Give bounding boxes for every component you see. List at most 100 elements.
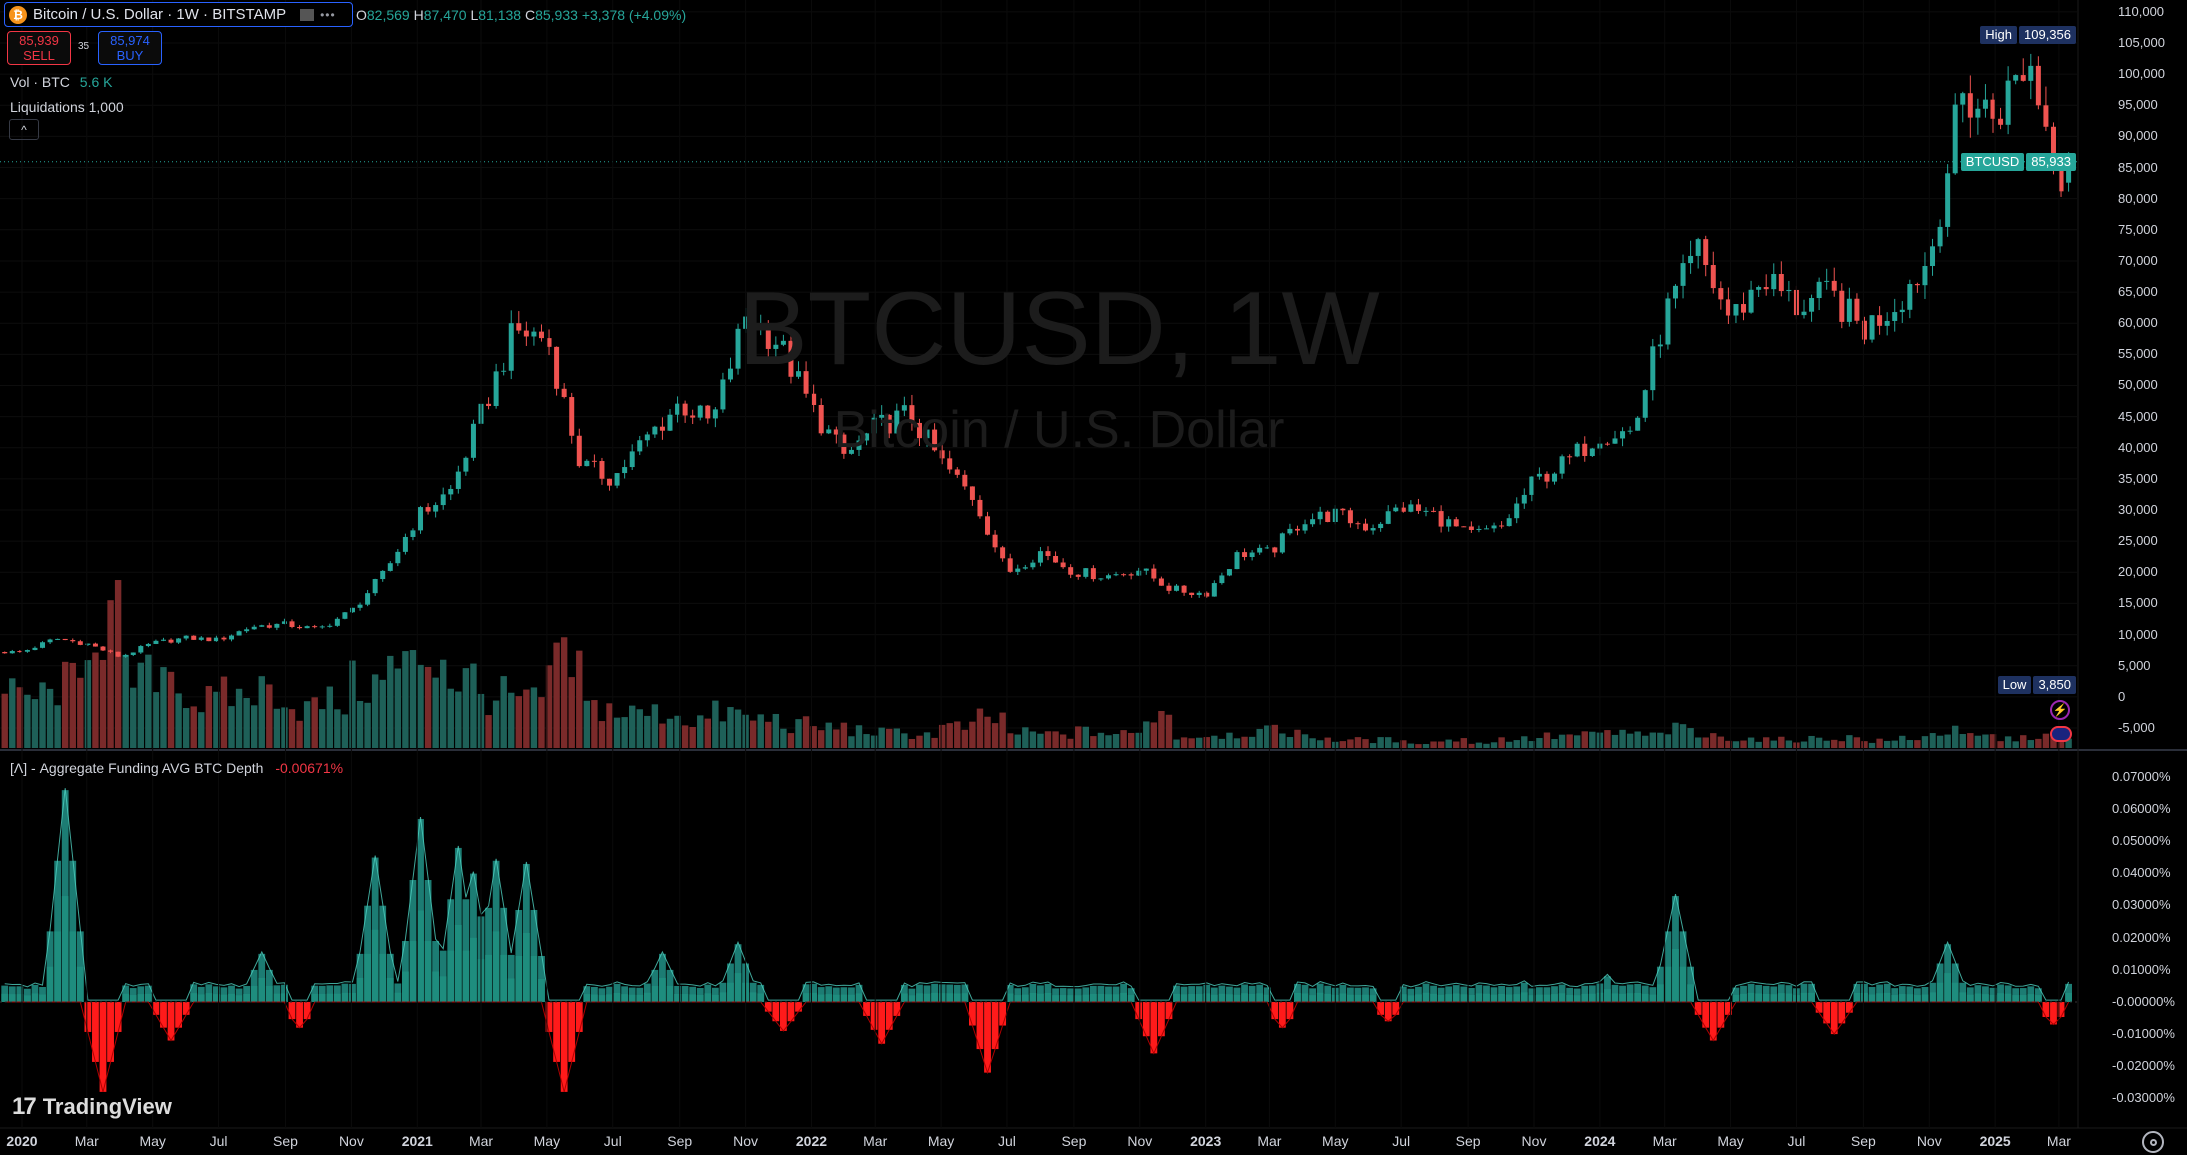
funding-bar-positive	[454, 847, 462, 1002]
funding-bar-positive	[1127, 988, 1135, 1002]
candle-body	[629, 451, 635, 468]
sell-button[interactable]: 85,939 SELL	[7, 31, 71, 65]
volume-bar	[689, 726, 696, 748]
funding-bar-positive-inner	[1929, 992, 1936, 1002]
buy-button[interactable]: 85,974 BUY	[98, 31, 162, 65]
volume-bar	[341, 714, 349, 748]
funding-bar-positive-inner	[1294, 992, 1301, 1002]
funding-bar-positive	[1112, 986, 1120, 1002]
tradingview-logo[interactable]: 17 TradingView	[12, 1093, 172, 1121]
volume-bar	[228, 706, 235, 748]
candle-body	[1975, 108, 1981, 118]
candle-body	[1483, 528, 1489, 530]
funding-bar-positive-inner	[530, 955, 538, 1002]
volume-bar	[1400, 740, 1407, 748]
candle-body	[765, 324, 771, 349]
volume-legend[interactable]: Vol · BTC 5.6 K	[10, 74, 113, 90]
candle-body	[153, 640, 159, 644]
volume-bar	[205, 686, 213, 748]
volume-bar	[946, 723, 953, 748]
candle-body	[1952, 104, 1958, 174]
candle-body	[198, 637, 204, 640]
candle-body	[697, 405, 703, 418]
symbol-legend[interactable]: ₿ Bitcoin / U.S. Dollar · 1W · BITSTAMP …	[4, 2, 353, 27]
price-tick-label: 110,000	[2118, 3, 2165, 19]
liquidations-legend[interactable]: Liquidations 1,000	[10, 99, 124, 115]
funding-bar-positive-inner	[734, 973, 742, 1002]
funding-bar-positive-inner	[1876, 993, 1883, 1002]
volume-bar	[984, 716, 991, 748]
volume-bar	[1747, 737, 1755, 748]
volume-bar	[666, 718, 674, 748]
candle-body	[1574, 443, 1580, 457]
funding-bar-positive-inner	[1906, 994, 1914, 1002]
candle-body	[1075, 574, 1081, 577]
settings-icon[interactable]	[2142, 1131, 2164, 1153]
collapse-legend-button[interactable]: ^	[9, 119, 39, 140]
flag-icon[interactable]	[300, 8, 315, 21]
volume-bar	[961, 729, 969, 748]
volume-value: 5.6 K	[79, 74, 113, 90]
buy-price: 85,974	[110, 33, 150, 48]
funding-bar-positive-inner	[341, 992, 349, 1002]
candle-body	[115, 651, 121, 657]
funding-bar-negative	[885, 1002, 893, 1030]
candle-body	[1552, 473, 1558, 482]
candle-body	[826, 429, 832, 434]
candle-body	[818, 405, 824, 434]
candle-body	[168, 639, 174, 643]
funding-bar-positive-inner	[1498, 993, 1505, 1002]
volume-bar	[644, 715, 651, 748]
candle-body	[538, 331, 544, 339]
funding-bar-positive-inner	[1777, 993, 1785, 1002]
volume-bar	[220, 676, 228, 748]
candle-body	[1620, 431, 1626, 439]
candle-body	[1015, 568, 1021, 572]
funding-bar-negative	[99, 1002, 107, 1092]
candle-body	[1967, 93, 1973, 118]
candle-body	[1816, 281, 1822, 299]
candle-body	[675, 403, 681, 415]
candle-body	[92, 643, 98, 647]
funding-tick-label: -0.00000%	[2112, 993, 2175, 1009]
funding-bar-positive-inner	[1233, 994, 1241, 1002]
candle-body	[1068, 567, 1074, 575]
volume-bar	[560, 637, 568, 748]
us-flag-event-icon[interactable]	[2050, 726, 2072, 742]
symbol-title[interactable]: Bitcoin / U.S. Dollar · 1W · BITSTAMP	[33, 6, 287, 23]
volume-bar	[409, 650, 417, 748]
funding-bar-positive-inner	[1551, 994, 1558, 1002]
volume-bar	[1664, 734, 1672, 748]
candle-body	[584, 460, 590, 467]
volume-bar	[1521, 736, 1528, 748]
funding-bar-positive-inner	[409, 941, 417, 1002]
funding-bar-positive-inner	[1588, 993, 1596, 1002]
volume-bar	[1838, 741, 1845, 748]
funding-bar-positive-inner	[749, 992, 757, 1002]
funding-bar-positive	[1105, 986, 1112, 1002]
funding-bar-positive-inner	[432, 971, 440, 1002]
volume-bar	[24, 694, 31, 748]
volume-bar	[394, 668, 402, 748]
volume-bar	[440, 659, 447, 748]
watermark-title: BTCUSD, 1W	[738, 271, 1380, 387]
candle-body	[962, 474, 968, 487]
funding-bar-positive	[916, 984, 923, 1002]
lightning-event-icon[interactable]: ⚡	[2050, 700, 2070, 720]
funding-legend[interactable]: [Λ] - Aggregate Funding AVG BTC Depth -0…	[10, 760, 343, 776]
open-label: O	[356, 7, 367, 23]
funding-bar-negative	[575, 1002, 583, 1032]
candle-body	[1688, 255, 1694, 264]
candle-body	[607, 478, 613, 486]
funding-bar-positive-inner	[606, 994, 613, 1002]
funding-bar-positive-inner	[855, 993, 863, 1002]
funding-bar-negative	[303, 1002, 311, 1020]
candle-body	[1506, 518, 1512, 527]
time-tick-label: May	[139, 1133, 166, 1149]
volume-bar	[1437, 741, 1445, 748]
candle-body	[969, 486, 975, 500]
more-icon[interactable]: •••	[320, 7, 336, 22]
funding-bar-negative	[92, 1002, 99, 1062]
